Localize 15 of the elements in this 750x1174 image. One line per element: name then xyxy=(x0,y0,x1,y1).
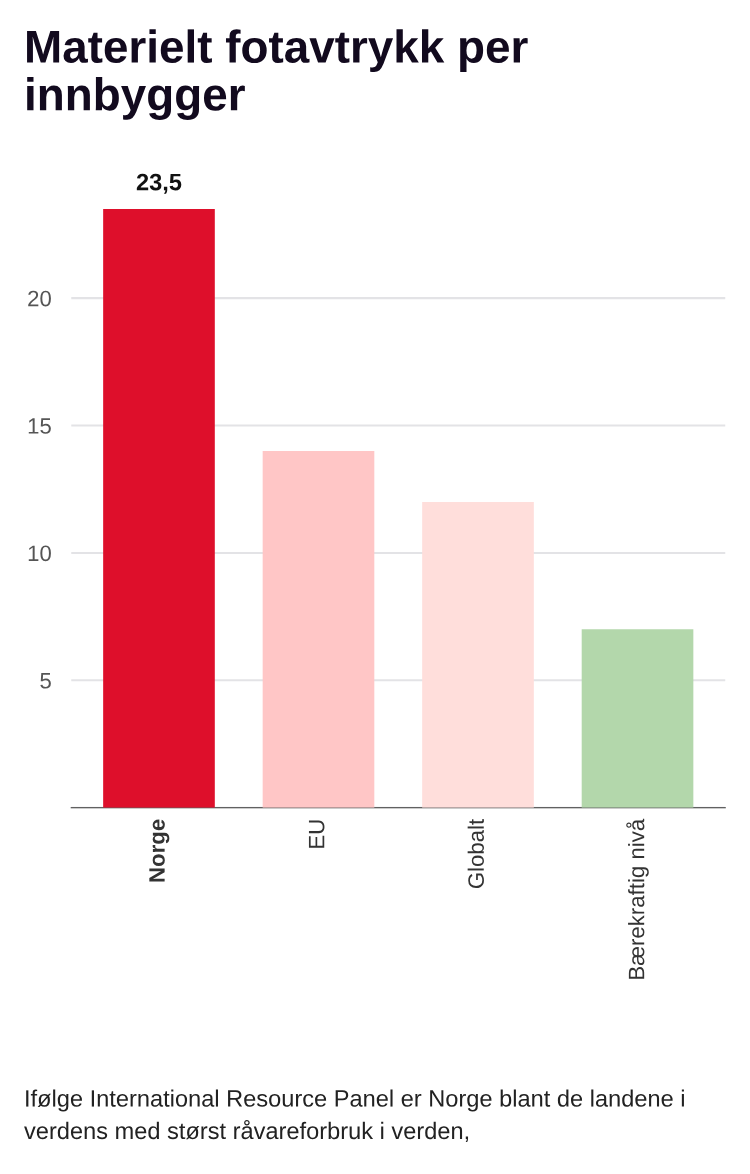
y-tick-label: 15 xyxy=(28,418,51,434)
x-tick-label: EU xyxy=(308,820,325,848)
x-tick-label: Norge xyxy=(149,819,170,882)
data-label: 23,5 xyxy=(136,173,182,194)
bar xyxy=(581,629,694,808)
text: Ifølge International Resource Panel er Norge blant de landene i verdens med størst råvareforbruk i verden, xyxy=(24,1089,684,1142)
y-tick-label: 20 xyxy=(28,290,51,307)
x-tick-label: Bærekraftig nivå xyxy=(626,818,649,979)
y-tick-label: 10 xyxy=(28,545,51,562)
bar xyxy=(422,501,534,808)
x-tick-label: Globalt xyxy=(467,818,484,889)
bar xyxy=(262,451,375,808)
chart-title: Materielt fotavtrykk per innbygger xyxy=(27,29,528,120)
bar xyxy=(103,208,215,808)
y-tick-label: 5 xyxy=(40,673,51,689)
